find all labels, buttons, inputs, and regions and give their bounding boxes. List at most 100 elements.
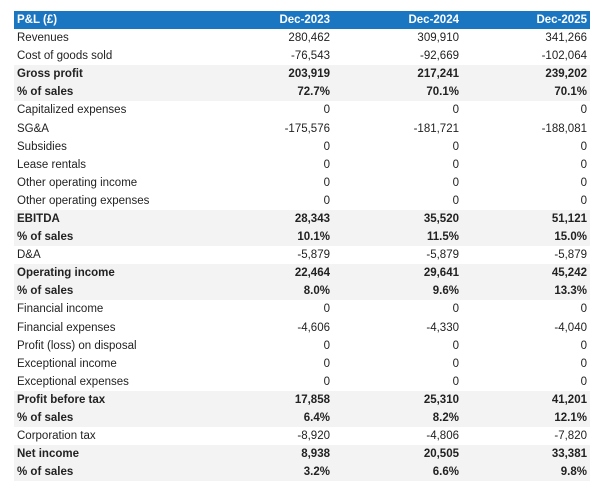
header-dec-2024: Dec-2024 [333, 11, 462, 29]
row-value: 0 [580, 158, 587, 171]
row-value: 0 [452, 357, 459, 370]
row-label: Subsidies [17, 140, 67, 153]
row-value: 6.4% [204, 408, 333, 428]
row-value: 0 [323, 176, 330, 189]
row-value: 0 [452, 194, 459, 207]
row-value: 70.1% [333, 83, 462, 102]
row-value: 0 [580, 176, 587, 189]
row-value: 203,919 [204, 65, 333, 84]
table-row: Other operating income 0 0 0 [14, 174, 590, 192]
row-value: 239,202 [462, 65, 590, 84]
row-value: 22,464 [204, 264, 333, 283]
row-value: 3.2% [204, 463, 333, 482]
table-row: Subsidies 0 0 0 [14, 138, 590, 156]
row-value: 9.8% [462, 463, 590, 482]
table-row: % of sales 8.0% 9.6% 13.3% [14, 282, 590, 301]
row-value: 45,242 [462, 264, 590, 283]
row-value: 0 [580, 339, 587, 352]
row-label: % of sales [14, 83, 204, 102]
row-value: 0 [452, 176, 459, 189]
row-value: 0 [580, 104, 587, 117]
row-value: -5,879 [426, 249, 459, 262]
row-label: Profit before tax [14, 390, 204, 409]
row-value: 10.1% [204, 228, 333, 247]
row-value: -4,040 [554, 321, 587, 334]
pl-table: P&L (£) Dec-2023 Dec-2024 Dec-2025 Reven… [14, 11, 590, 482]
row-value: 0 [580, 375, 587, 388]
row-value: -175,576 [284, 122, 330, 135]
row-label: Lease rentals [17, 158, 87, 171]
row-value: 0 [452, 140, 459, 153]
row-label: Corporation tax [17, 430, 96, 443]
table-row: Net income 8,938 20,505 33,381 [14, 445, 590, 464]
table-row: % of sales 3.2% 6.6% 9.8% [14, 463, 590, 482]
header-dec-2025: Dec-2025 [462, 11, 590, 29]
row-value: -102,064 [541, 50, 587, 63]
header-row: P&L (£) Dec-2023 Dec-2024 Dec-2025 [14, 11, 590, 29]
table-row: % of sales 6.4% 8.2% 12.1% [14, 408, 590, 428]
row-label: Gross profit [14, 65, 204, 84]
row-value: -7,820 [554, 430, 587, 443]
row-value: 0 [580, 357, 587, 370]
row-value: 13.3% [462, 282, 590, 301]
row-label: Profit (loss) on disposal [17, 339, 137, 352]
table-row: Gross profit 203,919 217,241 239,202 [14, 65, 590, 84]
row-value: 8.2% [333, 408, 462, 428]
row-value: 8.0% [204, 282, 333, 301]
row-value: 29,641 [333, 264, 462, 283]
table-row: Exceptional income 0 0 0 [14, 355, 590, 373]
table-row: Corporation tax -8,920 -4,806 -7,820 [14, 427, 590, 445]
row-value: 0 [452, 303, 459, 316]
row-value: 0 [452, 104, 459, 117]
row-label: % of sales [14, 463, 204, 482]
table-row: EBITDA 28,343 35,520 51,121 [14, 209, 590, 229]
row-value: 35,520 [333, 209, 462, 229]
row-value: 0 [580, 140, 587, 153]
row-value: 309,910 [417, 32, 459, 45]
table-row: Lease rentals 0 0 0 [14, 156, 590, 174]
table-row: SG&A -175,576 -181,721 -188,081 [14, 119, 590, 137]
row-value: 0 [323, 104, 330, 117]
row-value: -76,543 [290, 50, 330, 63]
row-label: Operating income [14, 264, 204, 283]
row-value: 12.1% [462, 408, 590, 428]
table-row: Revenues 280,462 309,910 341,266 [14, 29, 590, 47]
table-row: % of sales 72.7% 70.1% 70.1% [14, 83, 590, 102]
row-value: 0 [323, 375, 330, 388]
row-value: 0 [323, 303, 330, 316]
row-value: -188,081 [541, 122, 587, 135]
row-label: % of sales [14, 282, 204, 301]
row-value: -181,721 [413, 122, 459, 135]
row-value: 217,241 [333, 65, 462, 84]
row-value: 0 [580, 303, 587, 316]
row-value: 70.1% [462, 83, 590, 102]
row-value: -4,330 [426, 321, 459, 334]
row-value: 72.7% [204, 83, 333, 102]
header-label: P&L (£) [14, 11, 204, 29]
row-value: 341,266 [545, 32, 587, 45]
row-value: 25,310 [333, 390, 462, 409]
row-value: 6.6% [333, 463, 462, 482]
table-row: Operating income 22,464 29,641 45,242 [14, 264, 590, 283]
row-value: 0 [452, 158, 459, 171]
row-value: 8,938 [204, 445, 333, 464]
table-row: Exceptional expenses 0 0 0 [14, 373, 590, 391]
row-value: 0 [452, 339, 459, 352]
row-value: -4,806 [426, 430, 459, 443]
row-label: D&A [17, 249, 41, 262]
row-label: Other operating expenses [17, 194, 150, 207]
row-label: Exceptional expenses [17, 375, 129, 388]
table-row: % of sales 10.1% 11.5% 15.0% [14, 228, 590, 247]
table-row: Other operating expenses 0 0 0 [14, 192, 590, 210]
row-label: EBITDA [14, 209, 204, 229]
table-row: D&A -5,879 -5,879 -5,879 [14, 246, 590, 264]
row-value: 17,858 [204, 390, 333, 409]
row-label: % of sales [14, 228, 204, 247]
row-value: -5,879 [554, 249, 587, 262]
row-label: Capitalized expenses [17, 104, 127, 117]
table-row: Capitalized expenses 0 0 0 [14, 101, 590, 119]
row-value: 9.6% [333, 282, 462, 301]
row-label: SG&A [17, 122, 49, 135]
row-value: 0 [323, 158, 330, 171]
table-body: Revenues 280,462 309,910 341,266 Cost of goo… [14, 29, 590, 482]
